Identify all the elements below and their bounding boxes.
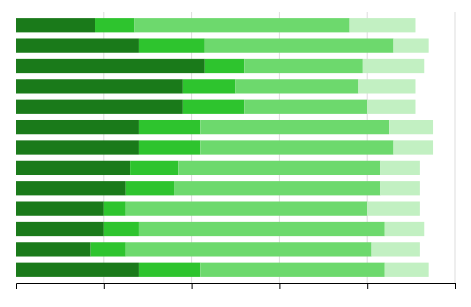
bar xyxy=(389,120,433,134)
grid-line xyxy=(455,12,456,283)
bar xyxy=(200,120,389,134)
grid xyxy=(104,12,455,283)
bar xyxy=(380,181,420,195)
bar xyxy=(367,201,420,215)
bar xyxy=(385,263,429,277)
bar xyxy=(367,100,415,114)
bars xyxy=(16,18,433,277)
bar xyxy=(16,181,126,195)
bar xyxy=(139,38,205,52)
series xyxy=(126,18,394,277)
bar xyxy=(380,161,420,175)
bar xyxy=(363,59,424,73)
tick-mark xyxy=(455,283,456,289)
bar xyxy=(350,18,416,32)
tick-mark xyxy=(279,283,280,289)
bar xyxy=(104,201,126,215)
bar xyxy=(139,263,200,277)
bar xyxy=(126,242,372,256)
bar xyxy=(174,181,380,195)
series xyxy=(16,18,205,277)
bar xyxy=(16,140,139,154)
bar xyxy=(372,242,420,256)
bar xyxy=(358,79,415,93)
bar xyxy=(16,161,130,175)
bar xyxy=(244,100,367,114)
bar xyxy=(178,161,380,175)
bar xyxy=(139,140,200,154)
bar xyxy=(95,18,135,32)
bar xyxy=(91,242,126,256)
bar xyxy=(200,140,393,154)
bar xyxy=(139,222,385,236)
bar xyxy=(394,38,429,52)
plot xyxy=(16,12,456,289)
bar xyxy=(139,120,200,134)
chart-container xyxy=(0,0,471,307)
tick xyxy=(192,283,193,289)
chart-svg xyxy=(0,0,471,307)
x-axis xyxy=(17,283,456,289)
bar xyxy=(126,181,174,195)
bar xyxy=(16,263,139,277)
bar xyxy=(16,242,91,256)
bar xyxy=(200,263,384,277)
bar xyxy=(16,100,183,114)
bar xyxy=(126,201,367,215)
tick-mark xyxy=(367,283,368,289)
tick xyxy=(104,283,105,289)
bar xyxy=(205,59,245,73)
bar xyxy=(205,38,394,52)
series xyxy=(350,18,433,277)
bar xyxy=(385,222,425,236)
bar xyxy=(244,59,363,73)
tick-mark xyxy=(192,283,193,289)
bar xyxy=(183,79,236,93)
bar xyxy=(16,201,104,215)
bar xyxy=(394,140,434,154)
bar xyxy=(16,222,104,236)
bar xyxy=(16,38,139,52)
tick xyxy=(279,283,280,289)
tick-mark xyxy=(104,283,105,289)
bar xyxy=(130,161,178,175)
bar xyxy=(236,79,359,93)
axis-line xyxy=(17,284,456,290)
bar xyxy=(16,120,139,134)
bar xyxy=(135,18,350,32)
tick xyxy=(367,283,368,289)
bar xyxy=(104,222,139,236)
bar xyxy=(16,79,183,93)
tick xyxy=(455,283,456,289)
bar xyxy=(16,59,205,73)
bar xyxy=(16,18,95,32)
bar xyxy=(183,100,244,114)
